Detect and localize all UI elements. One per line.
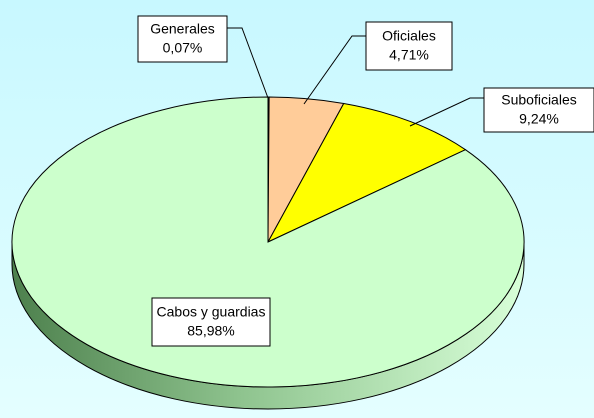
leader-line (303, 35, 366, 105)
label-box (137, 15, 228, 63)
category-label: Cabos y guardias (157, 304, 266, 320)
category-label: Suboficiales (501, 92, 577, 108)
slice (266, 102, 467, 244)
leader-line (227, 27, 269, 99)
category-label: Generales (150, 21, 215, 37)
value-label: 9,24% (519, 111, 559, 127)
value-label: 4,71% (389, 47, 429, 63)
category-label: Oficiales (382, 28, 436, 44)
label-box (151, 297, 271, 347)
leader-line (409, 97, 484, 127)
value-label: 0,07% (163, 40, 203, 56)
label-box (483, 87, 594, 133)
label-box (365, 21, 453, 71)
value-label: 85,98% (187, 323, 234, 339)
slice (11, 96, 525, 388)
